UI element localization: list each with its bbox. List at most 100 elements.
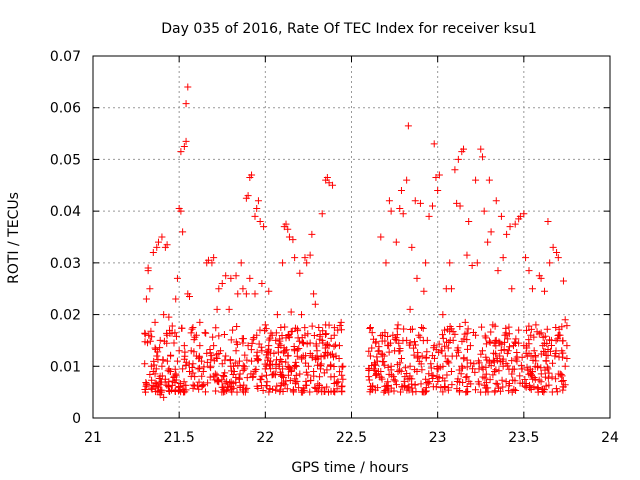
data-point	[239, 339, 247, 347]
data-point	[173, 357, 181, 365]
data-point	[492, 342, 500, 350]
data-point	[555, 325, 563, 333]
x-tick-label: 24	[601, 430, 619, 446]
data-point	[365, 373, 373, 381]
data-point	[266, 361, 274, 369]
data-point	[377, 373, 385, 381]
data-point	[408, 243, 416, 251]
data-point	[235, 374, 243, 382]
data-point	[521, 375, 529, 383]
data-point	[265, 388, 273, 396]
data-point	[541, 373, 549, 381]
data-point	[448, 381, 456, 389]
data-point	[422, 375, 430, 383]
data-point	[222, 272, 230, 280]
data-point	[215, 332, 223, 340]
data-point	[279, 371, 287, 379]
data-point	[283, 385, 291, 393]
data-point	[494, 267, 502, 275]
data-point	[389, 373, 397, 381]
data-point	[416, 199, 424, 207]
data-point	[195, 385, 203, 393]
data-point	[275, 340, 283, 348]
data-point	[318, 384, 326, 392]
data-point	[448, 352, 456, 360]
data-point	[513, 349, 521, 357]
data-point	[277, 324, 285, 331]
data-point	[337, 318, 345, 326]
data-point	[281, 381, 289, 389]
data-point	[298, 311, 306, 319]
data-point	[381, 337, 389, 345]
data-point	[313, 388, 321, 396]
data-point	[287, 308, 295, 316]
data-point	[422, 259, 430, 267]
data-point	[206, 373, 214, 381]
data-point	[151, 379, 159, 387]
data-point	[408, 380, 416, 388]
x-axis-ticks: 21 21.5 22 22.5 23 23.5 24	[84, 56, 619, 446]
data-point	[451, 330, 459, 338]
chart-title: Day 035 of 2016, Rate Of TEC Index for r…	[161, 21, 537, 37]
data-point	[553, 388, 561, 396]
data-point	[478, 363, 486, 371]
data-point	[504, 362, 512, 370]
data-point	[559, 349, 567, 357]
data-point	[372, 361, 380, 369]
x-tick-label: 23	[429, 430, 447, 446]
data-point	[552, 375, 560, 383]
data-point	[525, 340, 533, 348]
data-point	[179, 228, 187, 236]
data-point	[460, 145, 468, 153]
data-point	[324, 340, 332, 348]
data-point	[563, 322, 571, 330]
data-point	[247, 346, 255, 354]
x-tick-label: 22.5	[336, 430, 367, 446]
data-point	[218, 383, 226, 391]
data-point	[265, 287, 273, 295]
data-point	[251, 290, 259, 298]
data-point	[233, 323, 241, 331]
data-point	[254, 197, 262, 205]
data-point	[470, 360, 478, 368]
data-point	[416, 333, 424, 341]
data-point	[406, 362, 414, 370]
data-point	[221, 356, 229, 364]
data-point	[188, 363, 196, 371]
data-point	[218, 376, 226, 384]
data-point	[248, 339, 256, 347]
data-point	[180, 381, 188, 389]
data-point	[486, 376, 494, 384]
data-point	[219, 372, 227, 380]
data-point	[437, 384, 445, 392]
data-point	[264, 345, 272, 353]
data-point	[302, 377, 310, 385]
data-point	[510, 385, 518, 393]
data-point	[441, 326, 449, 334]
data-point	[505, 323, 513, 331]
data-point	[395, 347, 403, 355]
data-point	[322, 330, 330, 338]
data-point	[185, 360, 193, 368]
data-point	[311, 383, 319, 391]
data-point	[250, 333, 258, 341]
data-point	[502, 331, 510, 339]
data-point	[532, 321, 540, 329]
data-point	[319, 327, 327, 335]
data-point	[234, 362, 242, 370]
data-point	[384, 363, 392, 371]
data-point	[186, 367, 194, 375]
data-point	[304, 330, 312, 338]
data-point	[472, 176, 480, 184]
data-point	[241, 388, 249, 396]
data-point	[154, 387, 162, 395]
data-point	[337, 326, 345, 334]
data-point	[307, 376, 315, 384]
data-point	[151, 318, 159, 326]
data-point	[411, 197, 419, 205]
data-point	[142, 382, 150, 390]
data-point	[421, 388, 429, 396]
data-point	[377, 233, 385, 241]
data-point	[545, 336, 553, 344]
data-point	[258, 347, 266, 355]
